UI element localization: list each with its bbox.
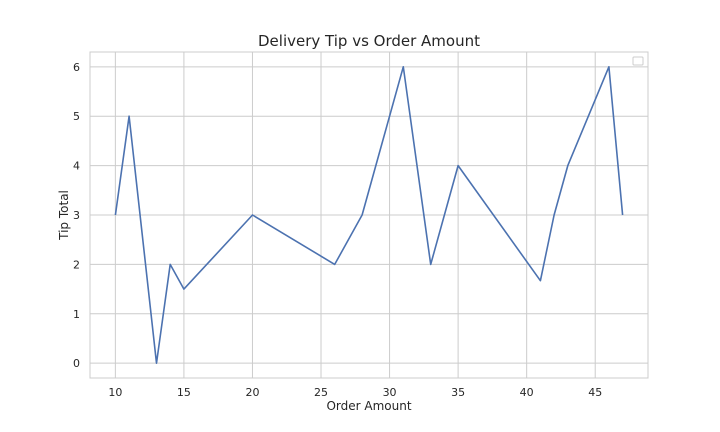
- y-tick-label: 3: [73, 209, 80, 222]
- y-tick-label: 1: [73, 308, 80, 321]
- y-tick-label: 6: [73, 61, 80, 74]
- plot-frame: [89, 51, 649, 379]
- y-tick-label: 4: [73, 160, 80, 173]
- x-tick-label: 10: [108, 386, 122, 399]
- x-tick-label: 30: [383, 386, 397, 399]
- y-tick-label: 0: [73, 357, 80, 370]
- x-tick-label: 20: [245, 386, 259, 399]
- legend-box: [632, 56, 644, 66]
- y-tick-label: 2: [73, 258, 80, 271]
- x-axis-label: Order Amount: [326, 399, 411, 413]
- chart-title: Delivery Tip vs Order Amount: [258, 32, 480, 50]
- grid: [90, 52, 648, 378]
- x-tick-label: 25: [314, 386, 328, 399]
- x-tick-label: 45: [588, 386, 602, 399]
- x-tick-label: 35: [451, 386, 465, 399]
- series-group: [114, 66, 624, 365]
- series-line: [114, 66, 624, 365]
- y-axis-label: Tip Total: [57, 190, 71, 241]
- x-tick-label: 15: [177, 386, 191, 399]
- y-tick-label: 5: [73, 110, 80, 123]
- x-tick-label: 40: [520, 386, 534, 399]
